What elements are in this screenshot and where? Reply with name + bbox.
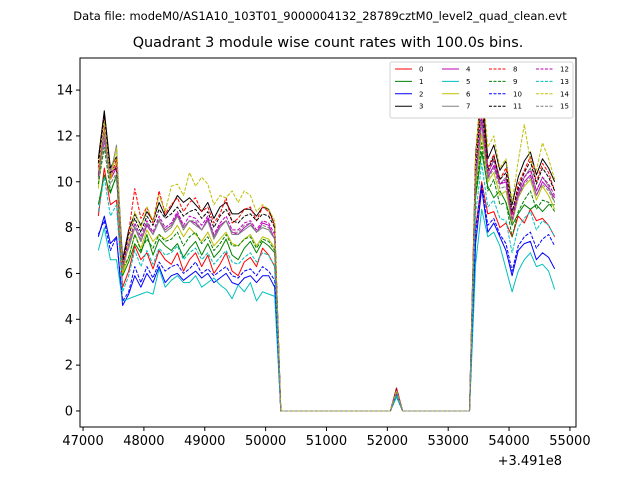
x-tick-label: 51000 xyxy=(306,434,347,449)
legend-label: 10 xyxy=(513,90,522,98)
figure-suptitle: Data file: modeM0/AS1A10_103T01_90000041… xyxy=(73,9,567,23)
legend-label: 3 xyxy=(419,103,423,111)
x-tick-label: 49000 xyxy=(184,434,225,449)
legend-label: 7 xyxy=(466,103,470,111)
legend-label: 2 xyxy=(419,90,423,98)
x-tick-label: 50000 xyxy=(245,434,286,449)
legend-label: 0 xyxy=(419,66,423,74)
series-line-10 xyxy=(97,183,556,412)
x-tick-label: 52000 xyxy=(367,434,408,449)
series-line-6 xyxy=(97,130,556,412)
series-line-0 xyxy=(97,167,556,412)
series-line-11 xyxy=(97,101,556,412)
y-tick-label: 14 xyxy=(56,84,73,99)
series-line-13 xyxy=(97,162,556,412)
y-tick-label: 10 xyxy=(56,175,73,190)
series-line-15 xyxy=(97,124,556,412)
series-line-1 xyxy=(97,151,555,412)
y-tick-label: 12 xyxy=(56,129,73,144)
series-line-8 xyxy=(97,98,556,412)
x-tick-label: 55000 xyxy=(549,434,590,449)
x-tick-label: 54000 xyxy=(488,434,529,449)
legend-label: 4 xyxy=(466,66,471,74)
series-line-14 xyxy=(97,73,556,412)
x-axis-offset-label: +3.491e8 xyxy=(498,454,562,469)
x-tick-label: 48000 xyxy=(123,434,164,449)
y-tick-label: 6 xyxy=(65,267,73,282)
y-axis: 0 2 4 6 8 10 12 14 xyxy=(56,84,80,419)
series-line-2 xyxy=(97,188,556,412)
x-tick-label: 47000 xyxy=(62,434,103,449)
legend-label: 11 xyxy=(513,103,522,111)
y-tick-label: 0 xyxy=(65,404,73,419)
legend-label: 13 xyxy=(560,78,569,86)
series-line-9 xyxy=(97,142,556,412)
x-axis: 47000 48000 49000 50000 51000 52000 53000 54000… xyxy=(62,427,591,449)
axes-frame xyxy=(79,57,577,428)
legend-label: 1 xyxy=(419,78,423,86)
y-tick-label: 4 xyxy=(65,313,73,328)
y-tick-label: 8 xyxy=(65,221,73,236)
legend-label: 14 xyxy=(560,90,569,98)
legend-label: 12 xyxy=(560,66,569,74)
y-tick-label: 2 xyxy=(65,359,73,374)
legend-label: 15 xyxy=(560,103,569,111)
chart-title: Quadrant 3 module wise count rates with … xyxy=(132,35,524,51)
x-tick-label: 53000 xyxy=(428,434,469,449)
legend-label: 9 xyxy=(513,78,517,86)
legend-label: 6 xyxy=(466,90,471,98)
legend-label: 8 xyxy=(513,66,517,74)
series-line-5 xyxy=(97,208,556,412)
legend-label: 5 xyxy=(466,78,470,86)
legend-box xyxy=(389,61,574,119)
series-line-12 xyxy=(97,114,556,412)
series-layer xyxy=(97,73,556,412)
